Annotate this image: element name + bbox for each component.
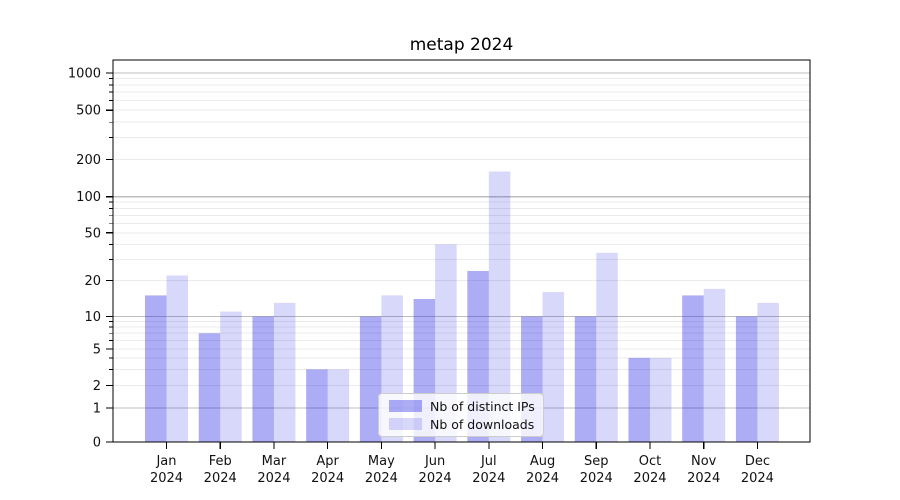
x-tick-label-month: Oct xyxy=(639,454,661,469)
bar-distinct-ips-Apr xyxy=(306,369,328,442)
bar-distinct-ips-Dec xyxy=(735,316,758,442)
x-tick-label-year: 2024 xyxy=(311,471,344,486)
x-tick-label-year: 2024 xyxy=(472,471,505,486)
legend-swatch-downloads xyxy=(389,418,422,430)
y-tick-label: 200 xyxy=(76,153,101,168)
axes-frame xyxy=(112,59,811,443)
y-tick-label: 5 xyxy=(93,343,101,358)
legend-label-downloads: Nb of downloads xyxy=(430,416,535,432)
bar-distinct-ips-Mar xyxy=(252,316,274,442)
x-tick-label-year: 2024 xyxy=(204,471,237,486)
bar-distinct-ips-Nov xyxy=(682,295,704,442)
x-tick-label-year: 2024 xyxy=(365,471,398,486)
x-tick-label-month: Jul xyxy=(480,454,497,469)
y-tick-label: 100 xyxy=(76,190,101,205)
x-tick-label-month: Feb xyxy=(209,454,232,469)
x-tick-label-year: 2024 xyxy=(741,471,774,486)
bar-downloads-Jun xyxy=(435,244,457,442)
x-tick-label-year: 2024 xyxy=(633,471,666,486)
bar-downloads-Aug xyxy=(542,292,565,442)
bar-downloads-Jul xyxy=(488,171,511,442)
y-tick-label: 500 xyxy=(76,104,101,119)
bar-downloads-Dec xyxy=(757,302,779,442)
x-tick-label-year: 2024 xyxy=(419,471,452,486)
bar-distinct-ips-Jan xyxy=(145,295,167,442)
bar-downloads-Jan xyxy=(166,275,188,442)
bar-distinct-ips-Feb xyxy=(198,333,221,442)
chart-title: metap 2024 xyxy=(409,35,514,55)
legend-item-downloads: Nb of downloads xyxy=(389,417,543,432)
x-tick-label-year: 2024 xyxy=(150,471,183,486)
x-tick-label-year: 2024 xyxy=(257,471,290,486)
x-tick-label-month: Nov xyxy=(691,454,717,469)
x-tick-label-year: 2024 xyxy=(580,471,613,486)
x-tick-label-month: May xyxy=(368,454,395,469)
legend-label-distinct-ips: Nb of distinct IPs xyxy=(430,398,535,414)
x-tick-label-month: Mar xyxy=(262,454,287,469)
y-tick-label: 1 xyxy=(93,402,101,417)
y-tick-label: 1000 xyxy=(68,67,101,82)
legend-item-distinct-ips: Nb of distinct IPs xyxy=(389,399,543,414)
y-tick-label: 0 xyxy=(93,436,101,451)
bar-downloads-Apr xyxy=(327,369,350,442)
bar-downloads-Sep xyxy=(596,252,618,442)
x-tick-label-month: Jan xyxy=(155,454,176,469)
y-tick-label: 2 xyxy=(93,379,101,394)
y-tick-label: 20 xyxy=(84,274,101,289)
x-tick-label-month: Aug xyxy=(530,454,555,469)
bar-distinct-ips-Sep xyxy=(574,316,597,442)
bar-distinct-ips-May xyxy=(359,316,382,442)
x-tick-label-month: Dec xyxy=(745,454,770,469)
legend-swatch-distinct-ips xyxy=(389,400,422,412)
x-tick-label-month: Jun xyxy=(424,454,445,469)
y-tick-label: 10 xyxy=(84,310,101,325)
x-tick-label-month: Apr xyxy=(316,454,339,469)
x-tick-label-year: 2024 xyxy=(687,471,720,486)
y-tick-label: 50 xyxy=(84,226,101,241)
legend: Nb of distinct IPs Nb of downloads xyxy=(378,393,544,437)
bar-downloads-Mar xyxy=(273,302,296,442)
bar-distinct-ips-Oct xyxy=(628,357,650,442)
x-tick-label-year: 2024 xyxy=(526,471,559,486)
x-tick-label-month: Sep xyxy=(584,454,609,469)
bar-downloads-Feb xyxy=(220,311,242,442)
bar-downloads-Oct xyxy=(649,357,672,442)
bar-downloads-Nov xyxy=(703,288,726,442)
